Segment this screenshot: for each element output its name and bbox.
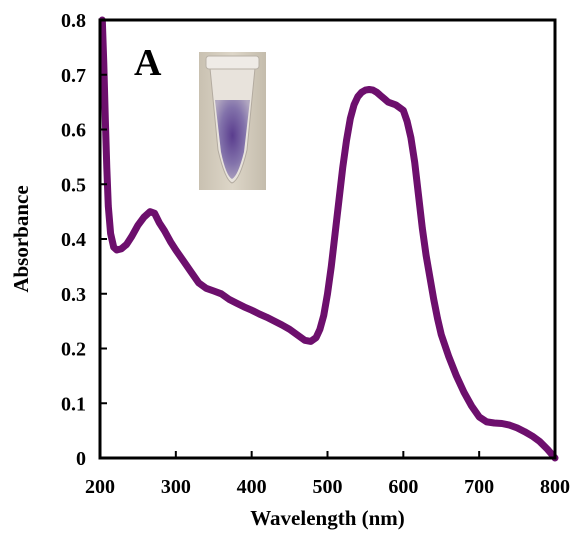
y-tick-label: 0.7 — [61, 65, 86, 87]
y-tick-label: 0.1 — [61, 393, 86, 415]
vial-photo-inset — [199, 52, 266, 190]
x-axis-ticks: 200 300 400 500 600 700 800 — [85, 451, 570, 498]
y-tick-label: 0.2 — [61, 339, 86, 361]
vial-cap — [205, 55, 260, 70]
vial-solution — [215, 100, 250, 179]
panel-label: A — [134, 42, 162, 84]
x-tick-label: 300 — [161, 476, 191, 498]
y-tick-label: 0.4 — [61, 229, 86, 251]
x-tick-label: 500 — [313, 476, 343, 498]
x-tick-label: 200 — [85, 476, 115, 498]
y-tick-label: 0.6 — [61, 120, 86, 142]
absorbance-spectrum-line — [98, 16, 559, 462]
y-tick-label: 0.3 — [61, 284, 86, 306]
y-axis-label: Absorbance — [9, 185, 33, 292]
y-tick-label: 0.8 — [61, 10, 86, 32]
y-tick-label: 0.5 — [61, 174, 86, 196]
x-axis-label: Wavelength (nm) — [250, 506, 405, 530]
x-tick-label: 600 — [388, 476, 418, 498]
x-tick-label: 800 — [540, 476, 570, 498]
x-tick-label: 700 — [464, 476, 494, 498]
y-tick-label: 0 — [76, 448, 86, 470]
x-tick-label: 400 — [237, 476, 267, 498]
y-axis-ticks: 0 0.1 0.2 0.3 0.4 0.5 0.6 0.7 0.8 — [61, 10, 107, 470]
